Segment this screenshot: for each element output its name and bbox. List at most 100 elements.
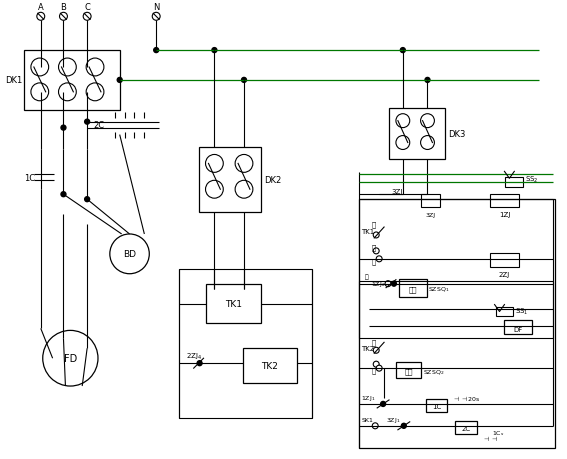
Text: DK3: DK3: [448, 130, 466, 139]
Circle shape: [373, 347, 379, 353]
Circle shape: [380, 402, 386, 407]
Circle shape: [83, 13, 91, 21]
Bar: [179, 269, 312, 418]
Text: 1C: 1C: [24, 174, 35, 182]
Circle shape: [373, 423, 378, 429]
Bar: [243, 348, 297, 383]
Text: 1ZJ$_1$: 1ZJ$_1$: [361, 394, 376, 403]
Text: 3ZJ: 3ZJ: [425, 212, 435, 217]
Circle shape: [86, 59, 104, 77]
Text: 上: 上: [365, 273, 368, 279]
Circle shape: [373, 248, 379, 254]
Bar: [359, 200, 555, 448]
Bar: [455, 421, 477, 434]
Circle shape: [235, 155, 253, 173]
Bar: [389, 108, 445, 160]
Circle shape: [154, 49, 159, 53]
Circle shape: [425, 78, 430, 83]
Text: 中: 中: [372, 338, 376, 345]
Text: 1C: 1C: [431, 403, 441, 409]
Text: 1ZJ$_2$: 1ZJ$_2$: [371, 280, 386, 289]
Circle shape: [197, 361, 202, 366]
Text: SS$_2$: SS$_2$: [525, 175, 539, 185]
Circle shape: [61, 192, 66, 197]
Bar: [490, 253, 519, 267]
Circle shape: [43, 330, 98, 386]
Text: A: A: [38, 3, 44, 12]
Text: 上: 上: [372, 221, 376, 228]
Circle shape: [376, 256, 382, 262]
Circle shape: [84, 197, 90, 202]
Circle shape: [396, 136, 410, 150]
Text: 2ZJ$_4$: 2ZJ$_4$: [186, 351, 202, 362]
Text: 2ZJ: 2ZJ: [499, 271, 510, 277]
Bar: [396, 363, 421, 378]
Text: SZSQ$_2$: SZSQ$_2$: [422, 367, 444, 376]
Text: TK2: TK2: [361, 346, 375, 352]
Bar: [421, 195, 441, 207]
Circle shape: [58, 84, 77, 101]
Bar: [490, 195, 519, 207]
Text: 2C: 2C: [93, 121, 104, 130]
Text: C: C: [84, 3, 90, 12]
Circle shape: [373, 361, 379, 367]
Circle shape: [205, 155, 223, 173]
Circle shape: [421, 114, 434, 129]
Text: FD: FD: [64, 353, 77, 364]
Bar: [425, 399, 447, 412]
Circle shape: [31, 84, 49, 101]
Circle shape: [242, 78, 247, 83]
Circle shape: [153, 13, 160, 21]
Circle shape: [235, 181, 253, 199]
Text: 保液: 保液: [408, 285, 417, 292]
Bar: [205, 284, 261, 324]
Text: 化霜: 化霜: [404, 368, 413, 375]
Bar: [505, 178, 523, 188]
Bar: [399, 279, 426, 297]
Text: DK2: DK2: [264, 175, 281, 185]
Circle shape: [31, 59, 49, 77]
Text: TK1: TK1: [361, 229, 375, 235]
Text: 1ZJ: 1ZJ: [499, 212, 510, 218]
Text: 2C: 2C: [462, 425, 471, 431]
Circle shape: [37, 13, 45, 21]
Text: $\dashv\dashv$20s: $\dashv\dashv$20s: [452, 394, 481, 403]
Text: DK1: DK1: [5, 76, 22, 85]
Circle shape: [421, 136, 434, 150]
Text: 下: 下: [372, 367, 376, 374]
Circle shape: [373, 232, 379, 238]
Circle shape: [61, 126, 66, 131]
Bar: [505, 321, 532, 335]
Text: SZSQ$_1$: SZSQ$_1$: [429, 285, 450, 293]
Text: 中: 中: [372, 244, 376, 251]
Text: B: B: [61, 3, 66, 12]
Circle shape: [84, 120, 90, 125]
Circle shape: [110, 235, 149, 274]
Circle shape: [60, 13, 67, 21]
Text: BD: BD: [123, 250, 136, 259]
Text: TK1: TK1: [225, 299, 242, 308]
Circle shape: [205, 181, 223, 199]
Text: N: N: [153, 3, 159, 12]
Text: $\dashv\dashv$: $\dashv\dashv$: [482, 433, 498, 442]
Circle shape: [212, 49, 217, 53]
Circle shape: [401, 423, 407, 428]
Text: 3ZJ$_1$: 3ZJ$_1$: [386, 415, 401, 425]
Circle shape: [385, 281, 391, 287]
Bar: [496, 307, 513, 317]
Text: TK2: TK2: [261, 361, 278, 370]
Circle shape: [391, 281, 396, 286]
Text: 下: 下: [372, 258, 376, 264]
Circle shape: [86, 84, 104, 101]
Text: 3ZJ: 3ZJ: [391, 189, 403, 195]
Bar: [359, 281, 553, 339]
Bar: [24, 51, 120, 111]
Text: 1C$_s$: 1C$_s$: [492, 428, 504, 437]
Bar: [198, 148, 261, 213]
Text: DF: DF: [514, 327, 523, 333]
Text: SS$_1$: SS$_1$: [515, 306, 529, 316]
Text: SK1: SK1: [361, 417, 373, 422]
Circle shape: [58, 59, 77, 77]
Circle shape: [396, 114, 410, 129]
Circle shape: [400, 49, 405, 53]
